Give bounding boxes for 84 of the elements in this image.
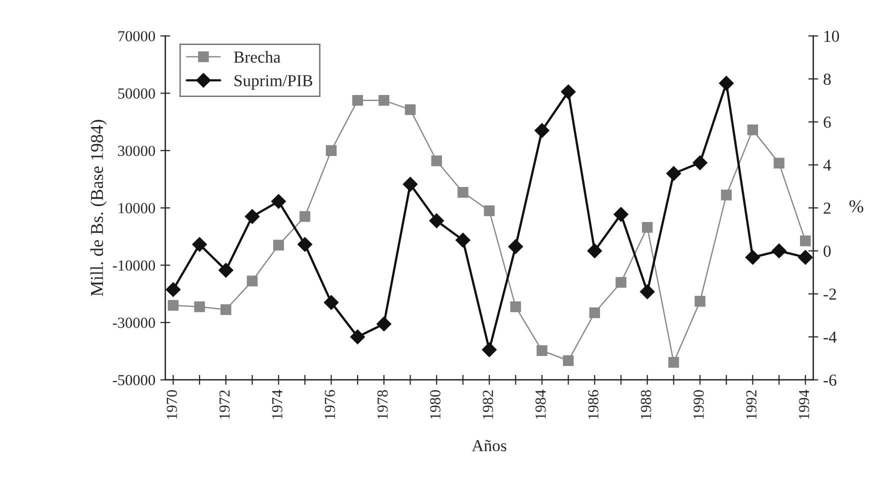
point [326,145,337,156]
legend-label: Brecha [234,51,280,63]
point [562,355,574,366]
point [536,345,548,356]
point [666,166,682,181]
point [692,155,708,170]
point [456,232,470,248]
y-tick-label: 70000 [118,31,156,42]
point [772,243,786,258]
x-tick-label: 1982 [482,390,494,419]
point [640,284,655,300]
x-tick-label: 1992 [746,390,757,419]
point [616,277,626,288]
x-tick-label: 1984 [535,390,546,419]
y2-axis-title: % [849,200,864,212]
x-tick-label: 1980 [430,390,440,419]
point [404,104,416,115]
point [244,209,260,224]
point [300,211,310,222]
x-tick-label: 1976 [324,390,336,419]
point [747,124,758,136]
y2-tick-label: 4 [823,160,832,171]
point [352,95,363,106]
y2-tick-label: 0 [824,246,831,257]
legend-label: Suprim/PIB [234,75,312,90]
x-tick-label: 1986 [588,390,598,419]
point [271,194,286,209]
point [774,158,784,169]
point [668,356,680,368]
point [745,250,760,265]
point [429,213,444,228]
point [402,176,418,192]
point [431,156,442,166]
point [694,296,706,307]
x-tick-label: 1988 [640,390,652,419]
y-tick-label: 30000 [118,146,156,156]
point [378,95,390,106]
y2-tick-label: -2 [824,288,836,300]
x-axis-title: Años [472,440,506,452]
point [614,206,628,222]
y2-tick-label: -6 [824,374,836,386]
y-tick-label: -30000 [112,318,156,328]
point [246,276,258,286]
y-tick-label: 10000 [118,203,156,214]
point [718,76,734,91]
y2-tick-label: 8 [824,74,831,85]
point [298,237,312,252]
point [376,316,392,332]
y2-tick-label: 2 [824,202,830,214]
point [192,237,207,252]
point [508,239,524,254]
point [589,307,600,318]
x-tick-label: 1978 [377,390,388,419]
point [560,84,576,100]
x-tick-label: 1990 [694,390,704,419]
y-tick-label: -50000 [112,374,156,386]
point [166,282,181,297]
point [218,262,234,278]
x-tick-label: 1972 [219,390,230,419]
point [484,205,495,216]
y2-tick-label: 6 [824,116,831,128]
y2-tick-label: 10 [824,30,840,42]
point [273,240,284,251]
point [510,301,522,312]
point [800,235,811,246]
point [194,301,205,312]
point [324,295,339,310]
point [482,342,497,358]
x-tick-label: 1994 [798,390,810,419]
point [220,304,232,316]
point [458,187,468,198]
point [798,250,813,265]
point [168,300,179,311]
y-tick-label: -10000 [112,260,156,271]
point [534,123,550,138]
y2-tick-label: -4 [824,332,837,343]
point [350,329,365,344]
y-tick-label: 50000 [118,88,156,99]
y-axis-title: Mill. de Bs. (Base 1984) [90,120,107,296]
point [587,243,602,258]
point [720,190,732,200]
x-tick-label: 1974 [272,390,282,419]
x-tick-label: 1970 [166,390,178,419]
point [642,222,653,233]
